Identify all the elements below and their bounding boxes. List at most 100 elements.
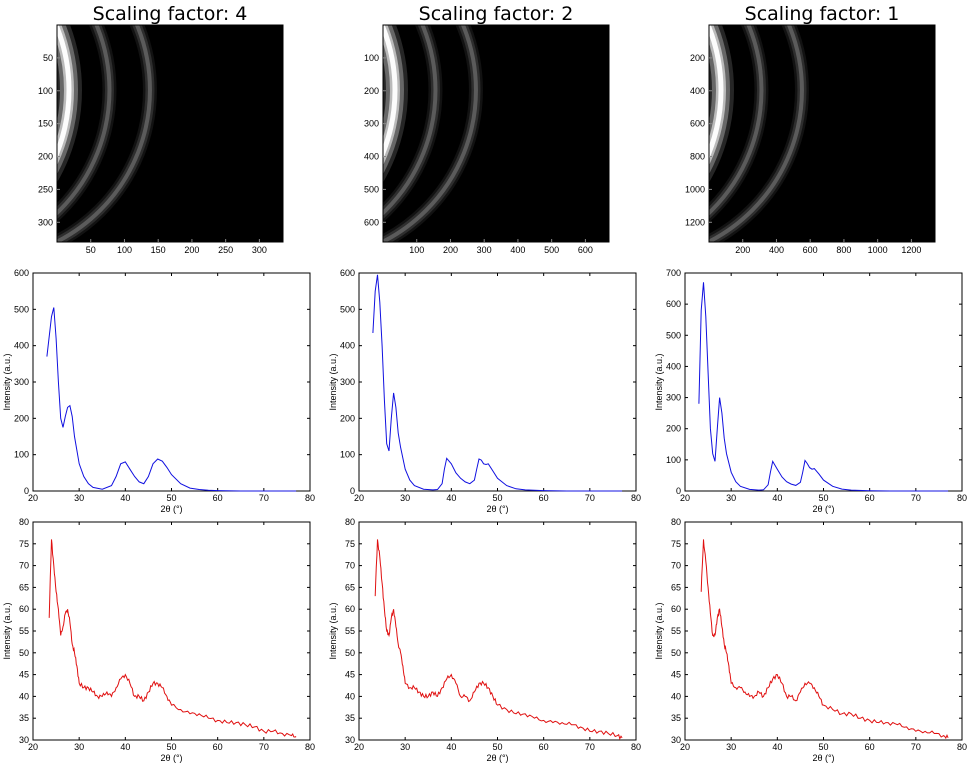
- x-tick-label: 30: [400, 493, 410, 503]
- x-tick-label: 250: [218, 245, 233, 255]
- x-tick-label: 60: [213, 493, 223, 503]
- y-tick-label: 0: [676, 486, 681, 496]
- x-tick-label: 40: [446, 493, 456, 503]
- x-tick-label: 40: [772, 493, 782, 503]
- y-tick-label: 200: [364, 86, 379, 96]
- x-tick-label: 20: [354, 493, 364, 503]
- y-tick-label: 40: [19, 691, 29, 701]
- x-tick-label: 80: [957, 493, 967, 503]
- y-tick-label: 600: [14, 268, 29, 278]
- series-line-1: [48, 539, 297, 738]
- y-tick-label: 600: [340, 268, 355, 278]
- y-axis-label: Intensity (a.u.): [2, 353, 12, 410]
- y-axis-label: Intensity (a.u.): [2, 602, 12, 659]
- x-tick-label: 600: [803, 245, 818, 255]
- y-tick-label: 75: [671, 539, 681, 549]
- y-tick-label: 400: [666, 361, 681, 371]
- x-axis-label: 2θ (°): [486, 753, 508, 763]
- y-tick-label: 600: [690, 119, 705, 129]
- x-tick-label: 100: [409, 245, 424, 255]
- x-tick-label: 100: [117, 245, 132, 255]
- y-tick-label: 50: [345, 648, 355, 658]
- diffraction-image-panel-2: 100 200 300 400 500 600 100 200 300 400 500 600: [364, 24, 610, 255]
- plot-frame: [684, 521, 963, 741]
- series-line-1: [46, 307, 297, 492]
- y-tick-label: 65: [345, 582, 355, 592]
- y-tick-label: 200: [38, 152, 53, 162]
- y-tick-label: 100: [340, 450, 355, 460]
- diffraction-ring: [383, 25, 398, 160]
- y-tick-label: 200: [690, 53, 705, 63]
- x-tick-label: 200: [443, 245, 458, 255]
- x-axis-label: 2θ (°): [812, 753, 834, 763]
- diffraction-ring: [383, 25, 438, 216]
- x-tick-label: 800: [836, 245, 851, 255]
- y-tick-label: 400: [14, 341, 29, 351]
- x-axis-label: 2θ (°): [160, 753, 182, 763]
- diffraction-rings: [383, 25, 483, 242]
- y-tick-label: 400: [340, 341, 355, 351]
- diffraction-ring: [383, 25, 443, 223]
- x-tick-label: 50: [492, 493, 502, 503]
- y-axis-label: Intensity (a.u.): [654, 602, 664, 659]
- y-tick-label: 60: [345, 604, 355, 614]
- y-tick-label: 0: [350, 486, 355, 496]
- image-background: [709, 25, 935, 242]
- diffraction-ring: [709, 25, 764, 216]
- x-tick-label: 50: [166, 742, 176, 752]
- diffraction-ring: [383, 25, 440, 220]
- line-plot-panel-1: 20 30 40 50 60 70 80 0 100 200 300 400 500 600 2θ (°) I…: [2, 268, 315, 514]
- x-tick-label: 400: [769, 245, 784, 255]
- x-tick-label: 50: [492, 742, 502, 752]
- x-tick-label: 30: [74, 742, 84, 752]
- x-tick-label: 30: [74, 493, 84, 503]
- x-axis-label: 2θ (°): [160, 504, 182, 514]
- y-tick-label: 200: [340, 413, 355, 423]
- y-tick-label: 700: [666, 268, 681, 278]
- y-tick-label: 45: [19, 670, 29, 680]
- line-plot-panel-3: 20 30 40 50 60 70 80 0 100 200 300 400 500 600 700 2θ (…: [654, 268, 967, 514]
- y-tick-label: 100: [666, 455, 681, 465]
- image-background: [57, 25, 283, 242]
- image-frame: [382, 24, 610, 243]
- x-tick-label: 70: [585, 493, 595, 503]
- diffraction-rings: [57, 25, 157, 242]
- series-line-1: [698, 282, 949, 492]
- x-tick-label: 30: [726, 493, 736, 503]
- x-tick-label: 20: [28, 742, 38, 752]
- y-tick-label: 500: [340, 304, 355, 314]
- diffraction-ring: [383, 25, 478, 242]
- y-tick-label: 500: [666, 330, 681, 340]
- y-tick-label: 70: [19, 561, 29, 571]
- image-frame: [708, 24, 936, 243]
- column-title-2: Scaling factor: 2: [419, 3, 574, 25]
- y-tick-label: 75: [345, 539, 355, 549]
- x-axis-label: 2θ (°): [486, 504, 508, 514]
- x-tick-label: 50: [86, 245, 96, 255]
- x-tick-label: 80: [631, 742, 641, 752]
- diffraction-ring: [383, 25, 483, 242]
- diffraction-ring: [57, 25, 117, 223]
- x-tick-label: 150: [151, 245, 166, 255]
- series-line-1: [374, 539, 623, 741]
- diffraction-ring: [383, 25, 481, 242]
- y-tick-label: 1000: [685, 184, 705, 194]
- diffraction-ring: [57, 25, 112, 216]
- x-tick-label: 60: [865, 742, 875, 752]
- y-tick-label: 800: [690, 152, 705, 162]
- x-tick-label: 70: [259, 742, 269, 752]
- x-tick-label: 80: [305, 742, 315, 752]
- y-tick-label: 55: [345, 626, 355, 636]
- y-tick-label: 50: [43, 53, 53, 63]
- diffraction-ring: [57, 25, 114, 220]
- x-tick-label: 40: [446, 742, 456, 752]
- y-tick-label: 80: [19, 517, 29, 527]
- y-tick-label: 50: [19, 648, 29, 658]
- x-tick-label: 80: [305, 493, 315, 503]
- y-tick-label: 40: [671, 691, 681, 701]
- x-tick-label: 80: [957, 742, 967, 752]
- y-tick-label: 100: [38, 86, 53, 96]
